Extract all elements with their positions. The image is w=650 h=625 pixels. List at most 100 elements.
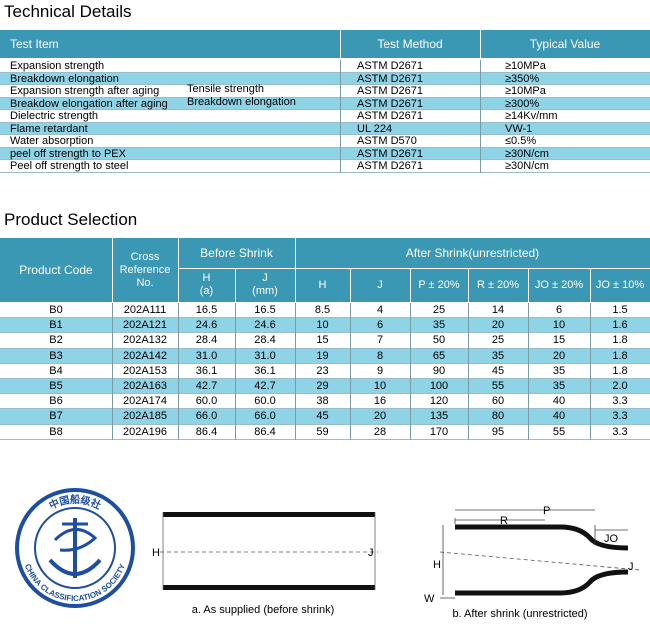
- cell: 4: [376, 304, 384, 316]
- separator: [350, 363, 351, 379]
- header-cell: P ± 20%: [410, 268, 468, 302]
- cell: 60: [491, 395, 505, 408]
- cell: 100: [429, 380, 449, 392]
- cell: 42.7: [195, 380, 218, 392]
- separator: [295, 238, 296, 302]
- separator: [235, 409, 236, 425]
- cell: 80: [491, 410, 505, 423]
- cell: 202A142: [122, 349, 168, 362]
- cell: Breakdown elongation: [187, 95, 296, 108]
- cell: Expansion strength: [10, 60, 105, 72]
- separator: [295, 379, 296, 395]
- row-bg: [0, 303, 650, 319]
- cell: 50: [432, 334, 446, 347]
- row-bg: [0, 122, 650, 135]
- separator: [235, 394, 236, 410]
- label: JO: [604, 533, 619, 545]
- separator: [528, 348, 529, 364]
- separator: [340, 135, 341, 148]
- cell: 24.6: [195, 319, 218, 332]
- separator: [350, 394, 351, 410]
- header-line: P ± 20%: [418, 278, 460, 291]
- cell: ≥10MPa: [505, 85, 546, 97]
- separator: [350, 268, 351, 302]
- row-bg: [0, 318, 650, 334]
- caption: b. After shrink (unrestricted): [452, 608, 587, 620]
- cell: 1.8: [612, 349, 628, 362]
- separator: [295, 363, 296, 379]
- separator: [112, 238, 113, 302]
- cell: 45: [316, 410, 329, 423]
- cell: 10: [552, 319, 566, 332]
- cell: ASTM D2671: [357, 147, 424, 160]
- separator: [468, 333, 469, 349]
- separator: [295, 348, 296, 364]
- header-line: H: [202, 272, 211, 284]
- cell: Tensile strength: [187, 83, 265, 95]
- separator: [590, 409, 591, 425]
- cell: ASTM D2671: [357, 85, 424, 97]
- cell: B4: [49, 364, 63, 377]
- separator: [235, 318, 236, 334]
- separator: [295, 333, 296, 349]
- label: H: [152, 547, 160, 559]
- cell: 10: [316, 319, 329, 332]
- row-bg: [0, 97, 650, 110]
- separator: [480, 147, 481, 160]
- row-bg: [0, 147, 650, 160]
- separator: [178, 424, 179, 440]
- header-cell: JO ± 20%: [528, 268, 590, 302]
- cell: 20: [491, 319, 505, 332]
- cell: B6: [49, 395, 63, 408]
- separator: [340, 85, 341, 98]
- header-cell: R ± 20%: [468, 268, 528, 302]
- separator: [235, 268, 236, 302]
- separator: [410, 424, 411, 440]
- cell: 2.0: [612, 380, 628, 392]
- separator: [468, 409, 469, 425]
- cell: 202A153: [122, 364, 168, 377]
- separator: [410, 268, 411, 302]
- separator: [410, 394, 411, 410]
- header-line: JO ± 20%: [534, 278, 584, 291]
- separator: [112, 424, 113, 440]
- separator: [340, 97, 341, 110]
- header-cell: Typical Value: [529, 37, 601, 51]
- separator: [295, 318, 296, 334]
- cell: Breakdow elongation after aging: [10, 97, 168, 110]
- separator: [235, 348, 236, 364]
- separator: [528, 268, 529, 302]
- separator: [295, 409, 296, 425]
- cell: 120: [429, 395, 449, 408]
- cell: 25: [491, 334, 505, 347]
- row-bg: [0, 60, 650, 73]
- label: J: [368, 547, 374, 559]
- separator: [590, 424, 591, 440]
- header-line: No.: [136, 276, 154, 289]
- separator: [410, 333, 411, 349]
- separator: [112, 379, 113, 395]
- separator: [350, 303, 351, 319]
- cell: 202A185: [122, 410, 168, 423]
- cell: ≥300%: [505, 97, 540, 110]
- cell: 86.4: [195, 425, 218, 438]
- separator: [340, 110, 341, 123]
- label: R: [500, 515, 508, 527]
- separator: [468, 379, 469, 395]
- header-bg: [0, 238, 650, 302]
- cell: 25: [432, 304, 446, 316]
- cell: ≥30N/cm: [505, 147, 549, 160]
- cell: 31.0: [254, 349, 276, 362]
- row-bg: [0, 160, 650, 173]
- cell: 35: [491, 349, 505, 362]
- separator: [112, 394, 113, 410]
- cell: 6: [555, 304, 563, 316]
- separator: [590, 268, 591, 302]
- separator: [178, 268, 650, 269]
- cell: 90: [432, 364, 446, 377]
- separator: [410, 348, 411, 364]
- cell: 31.0: [195, 349, 218, 362]
- separator: [480, 72, 481, 85]
- cell: 1.5: [612, 304, 628, 316]
